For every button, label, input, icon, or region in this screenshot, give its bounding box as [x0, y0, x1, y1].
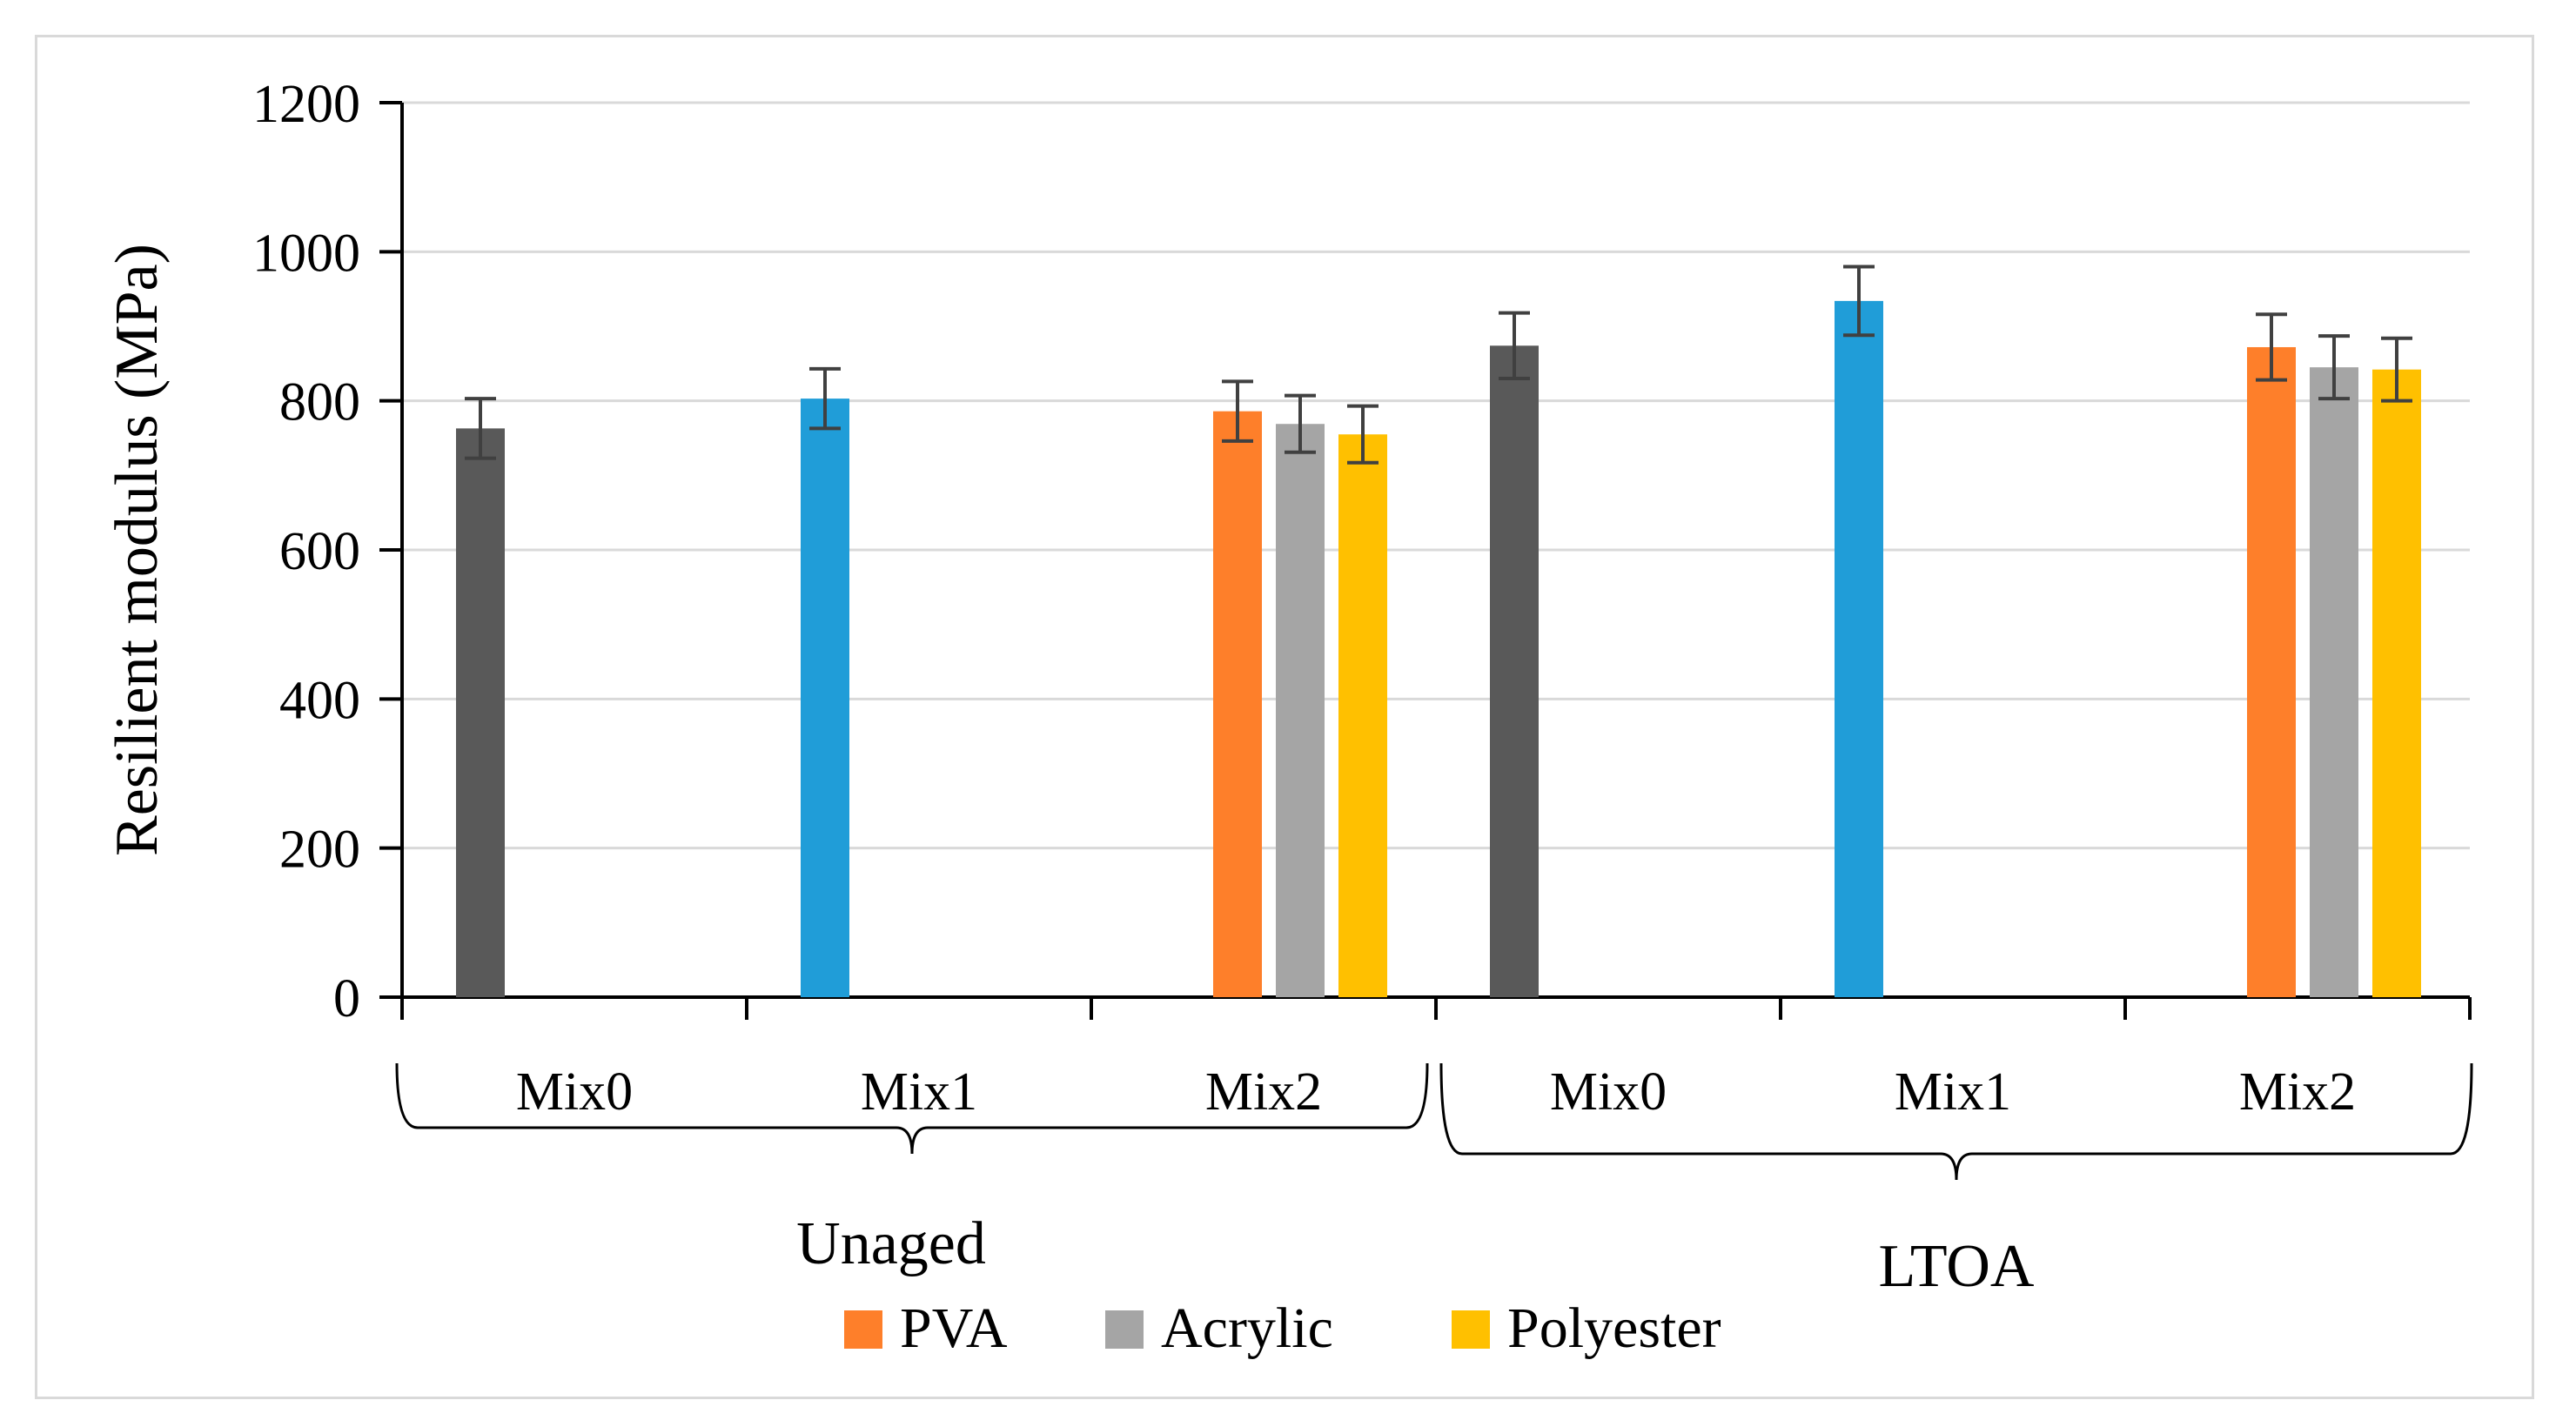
legend-label-pva: PVA: [900, 1296, 1008, 1360]
y-tick-label: 1200: [252, 75, 360, 134]
group-label-ltoa: LTOA: [1879, 1233, 2035, 1300]
x-category-label: Mix0: [1550, 1062, 1667, 1122]
y-tick-label: 200: [279, 821, 360, 880]
legend-label-polyester: Polyester: [1507, 1296, 1721, 1360]
y-tick-label: 1000: [252, 224, 360, 283]
legend-swatch-pva: [844, 1310, 882, 1349]
y-tick-label: 400: [279, 671, 360, 730]
legend-swatch-polyester: [1452, 1310, 1490, 1349]
legend-label-acrylic: Acrylic: [1161, 1296, 1333, 1360]
bar-pva: [1213, 411, 1262, 997]
bar-mix0: [456, 428, 505, 997]
group-brace-ltoa: [1439, 1062, 2473, 1181]
y-tick-label: 800: [279, 373, 360, 432]
group-label-unaged: Unaged: [796, 1210, 986, 1277]
y-tick-label: 600: [279, 522, 360, 581]
y-tick-label: 0: [333, 969, 360, 1028]
x-category-label: Mix2: [1205, 1062, 1322, 1122]
bar-acrylic: [1276, 424, 1325, 997]
x-category-label: Mix0: [516, 1062, 633, 1122]
x-category-label: Mix2: [2239, 1062, 2356, 1122]
bar-pva: [2247, 346, 2296, 997]
bar-mix0: [1490, 345, 1539, 998]
bar-acrylic: [2310, 367, 2358, 997]
x-category-label: Mix1: [861, 1062, 977, 1122]
legend-swatch-acrylic: [1105, 1310, 1144, 1349]
bar-polyester: [2372, 369, 2421, 998]
bar-polyester: [1338, 434, 1387, 997]
x-category-label: Mix1: [1895, 1062, 2011, 1122]
bar-mix1: [801, 399, 849, 997]
y-axis-title: Resilient modulus (MPa): [104, 244, 171, 856]
bar-mix1: [1835, 300, 1883, 998]
group-brace-unaged: [395, 1062, 1429, 1155]
